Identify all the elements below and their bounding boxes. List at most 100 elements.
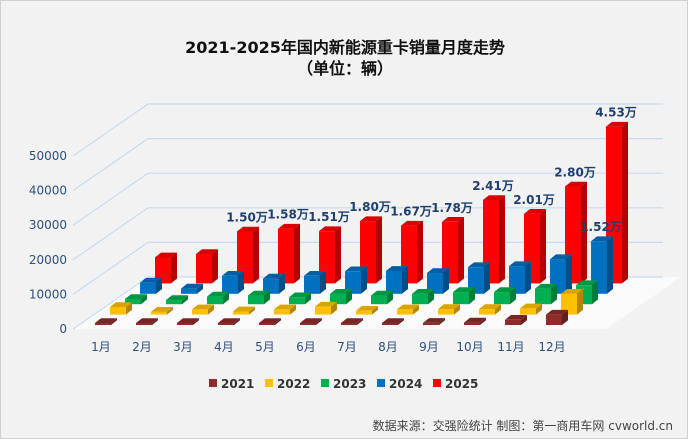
bar-2022-8月 [397,309,413,315]
bar-top [233,306,255,312]
bar-top [155,252,177,258]
bar-top [192,304,214,310]
legend-swatch-2025 [433,379,441,387]
bar-top [576,280,598,286]
bar-2021-12月 [546,314,562,325]
bar-2021-4月 [218,323,234,325]
bar-2021-3月 [177,323,193,325]
bar-side [335,226,341,284]
bar-2023-6月 [330,293,346,305]
bar-2023-10月 [494,292,510,305]
bar-side [234,318,240,325]
bar-2022-5月 [274,309,290,315]
bar-top [166,295,188,301]
x-tick-label: 2月 [132,340,152,354]
bar-top [565,181,587,187]
x-tick-label: 7月 [337,340,357,354]
bar-top [263,273,285,279]
bar-2024-3月 [222,275,238,294]
bar-2021-1月 [95,323,111,325]
bar-side [577,289,583,315]
legend-label: 2022 [277,377,310,391]
bar-2022-9月 [438,309,454,315]
bar-top [360,216,382,222]
legend-swatch-2024 [377,379,385,387]
bar-top [181,283,203,289]
bar-side [480,317,486,325]
bar-top [561,289,583,294]
bar-top [550,254,572,260]
bar-top [259,318,281,323]
bar-2024-6月 [345,271,361,294]
bar-side [111,318,117,325]
bar-top [356,305,378,311]
bar-2023-11月 [535,288,551,305]
bar-top [222,271,244,276]
bar-side [428,289,434,305]
x-tick-label: 11月 [497,340,524,354]
bar-top [136,318,158,323]
bar-top [591,236,613,242]
legend-label: 2024 [389,377,422,391]
y-tick-label: 30000 [29,218,67,232]
bar-2021-7月 [341,323,357,325]
bar-top [524,209,546,214]
data-label: 1.58万 [267,208,309,222]
data-label: 2.41万 [472,179,514,193]
bar-side [279,273,285,294]
bar-side [540,209,546,284]
chart-subtitle: （单位：辆） [296,59,393,78]
bar-side [357,318,363,325]
bar-top [427,268,449,274]
bar-top [509,261,531,267]
x-tick-label: 9月 [419,340,439,354]
data-label: 2.01万 [513,193,555,207]
bar-side [249,306,255,315]
bar-top [218,318,240,323]
bar-side [536,303,542,315]
bar-side [521,315,527,325]
bar-2023-7月 [371,295,387,305]
bar-side [316,318,322,325]
bar-top [177,318,199,323]
bar-top [412,289,434,294]
bar-2022-2月 [151,311,167,315]
bar-top [196,249,218,254]
bar-top [438,304,460,310]
bar-side [469,287,475,305]
bar-side [566,254,572,294]
bar-top [382,318,404,323]
bar-side [346,289,352,305]
x-tick-label: 10月 [456,340,483,354]
data-label: 4.53万 [595,106,637,120]
bar-side [439,318,445,325]
bar-2022-7月 [356,310,372,315]
bar-top [330,289,352,294]
bar-top [464,317,486,323]
bar-2024-10月 [509,266,525,294]
bar-side [290,304,296,315]
x-tick-label: 4月 [214,340,234,354]
bar-side [581,181,587,284]
bar-side [413,304,419,315]
bar-2023-3月 [207,296,223,305]
bar-side [510,287,516,305]
bar-top [423,318,445,323]
bar-2021-11月 [505,319,521,325]
bar-side [197,283,203,294]
bar-2025-8月 [442,221,458,284]
gridline [72,138,663,192]
bar-side [182,295,188,305]
bar-2022-3月 [192,309,208,315]
bar-side [320,271,326,294]
bar-2023-4月 [248,295,264,305]
bar-2024-7月 [386,270,402,294]
x-tick-label: 8月 [378,340,398,354]
y-tick-label: 20000 [29,253,67,267]
bar-2024-9月 [468,267,484,294]
bar-side [622,121,628,284]
legend-label: 2021 [221,377,254,391]
bar-top [535,283,557,289]
bar-2025-5月 [319,231,335,284]
bar-top [207,291,229,297]
